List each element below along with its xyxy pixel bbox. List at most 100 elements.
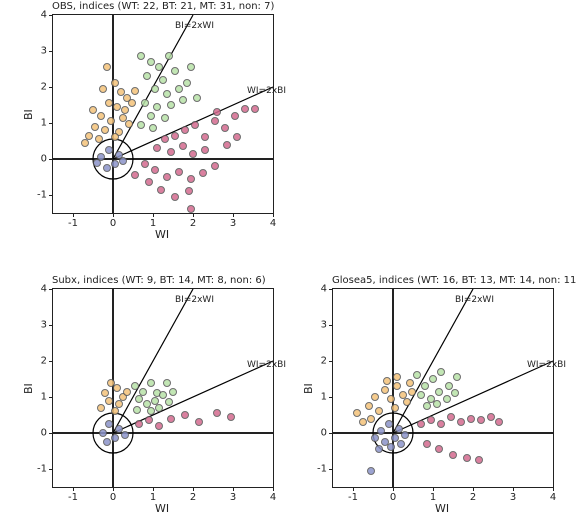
scatter-point xyxy=(133,406,141,414)
scatter-point xyxy=(171,67,179,75)
scatter-point xyxy=(213,409,221,417)
scatter-point xyxy=(143,72,151,80)
scatter-point xyxy=(393,373,401,381)
scatter-point xyxy=(167,148,175,156)
panel-obs-title: OBS, indices (WT: 22, BT: 21, MT: 31, no… xyxy=(52,1,274,12)
scatter-point xyxy=(449,451,457,459)
panel-glosea5-ylabel: BI xyxy=(302,383,315,394)
scatter-point xyxy=(213,108,221,116)
ref-line-label-0: BI=2xWI xyxy=(455,295,494,305)
scatter-point xyxy=(147,379,155,387)
scatter-point xyxy=(131,87,139,95)
scatter-point xyxy=(141,99,149,107)
scatter-point xyxy=(155,404,163,412)
scatter-point xyxy=(145,416,153,424)
scatter-point xyxy=(155,63,163,71)
scatter-point xyxy=(223,141,231,149)
scatter-point xyxy=(137,121,145,129)
scatter-point xyxy=(437,368,445,376)
scatter-point xyxy=(159,391,167,399)
ytick-label: 3 xyxy=(41,320,47,331)
scatter-point xyxy=(445,382,453,390)
panel-glosea5-xlabel: WI xyxy=(332,502,552,515)
scatter-point xyxy=(131,382,139,390)
scatter-point xyxy=(155,422,163,430)
scatter-point xyxy=(119,157,127,165)
panel-subx-title: Subx, indices (WT: 9, BT: 14, MT: 8, non… xyxy=(52,275,266,286)
scatter-point xyxy=(157,186,165,194)
ref-line-label-0: BI=2xWI xyxy=(175,295,214,305)
scatter-point xyxy=(105,99,113,107)
scatter-point xyxy=(487,413,495,421)
scatter-point xyxy=(381,386,389,394)
ytick-label: 1 xyxy=(321,392,327,403)
scatter-point xyxy=(105,146,113,154)
scatter-point xyxy=(231,112,239,120)
scatter-point xyxy=(375,407,383,415)
scatter-point xyxy=(147,407,155,415)
scatter-point xyxy=(189,150,197,158)
ref-line-label-1: WI=2xBI xyxy=(527,360,566,370)
scatter-point xyxy=(433,400,441,408)
scatter-point xyxy=(131,171,139,179)
panel-obs: OBS, indices (WT: 22, BT: 21, MT: 31, no… xyxy=(52,14,272,212)
panel-subx-plot: BI=2xWIWI=2xBI-101234-101234 xyxy=(52,288,274,488)
panel-glosea5: Glosea5, indices (WT: 16, BT: 13, MT: 14… xyxy=(332,288,552,486)
scatter-point xyxy=(111,160,119,168)
ytick-label: -1 xyxy=(37,190,47,201)
ytick-label: 0 xyxy=(41,154,47,165)
scatter-point xyxy=(97,112,105,120)
scatter-point xyxy=(103,438,111,446)
scatter-point xyxy=(135,395,143,403)
scatter-point xyxy=(353,409,361,417)
scatter-point xyxy=(187,205,195,213)
scatter-point xyxy=(195,418,203,426)
scatter-point xyxy=(113,103,121,111)
scatter-point xyxy=(103,63,111,71)
ytick-label: 3 xyxy=(321,320,327,331)
scatter-point xyxy=(467,415,475,423)
scatter-point xyxy=(153,144,161,152)
scatter-point xyxy=(159,76,167,84)
scatter-point xyxy=(365,402,373,410)
scatter-point xyxy=(103,164,111,172)
scatter-point xyxy=(495,418,503,426)
scatter-point xyxy=(201,146,209,154)
scatter-point xyxy=(423,402,431,410)
scatter-point xyxy=(403,398,411,406)
scatter-point xyxy=(201,133,209,141)
scatter-point xyxy=(477,416,485,424)
scatter-point xyxy=(387,443,395,451)
scatter-point xyxy=(147,112,155,120)
scatter-point xyxy=(91,123,99,131)
scatter-point xyxy=(111,133,119,141)
scatter-point xyxy=(167,415,175,423)
scatter-point xyxy=(111,434,119,442)
scatter-point xyxy=(475,456,483,464)
scatter-point xyxy=(175,85,183,93)
scatter-point xyxy=(128,99,136,107)
scatter-point xyxy=(105,420,113,428)
scatter-point xyxy=(387,395,395,403)
panel-subx-ylabel: BI xyxy=(22,383,35,394)
ytick-label: 2 xyxy=(41,356,47,367)
scatter-point xyxy=(429,375,437,383)
scatter-point xyxy=(101,126,109,134)
scatter-point xyxy=(437,420,445,428)
scatter-point xyxy=(377,427,385,435)
scatter-point xyxy=(435,445,443,453)
scatter-point xyxy=(107,117,115,125)
ytick-label: 1 xyxy=(41,392,47,403)
scatter-point xyxy=(99,429,107,437)
scatter-point xyxy=(147,58,155,66)
scatter-point xyxy=(191,121,199,129)
scatter-point xyxy=(123,388,131,396)
scatter-point xyxy=(359,418,367,426)
ytick-label: -1 xyxy=(37,464,47,475)
scatter-point xyxy=(169,388,177,396)
scatter-point xyxy=(125,120,133,128)
panel-obs-ylabel: BI xyxy=(22,109,35,120)
ytick-label: 4 xyxy=(41,10,47,21)
scatter-point xyxy=(421,382,429,390)
panel-subx-overlay xyxy=(53,289,273,487)
